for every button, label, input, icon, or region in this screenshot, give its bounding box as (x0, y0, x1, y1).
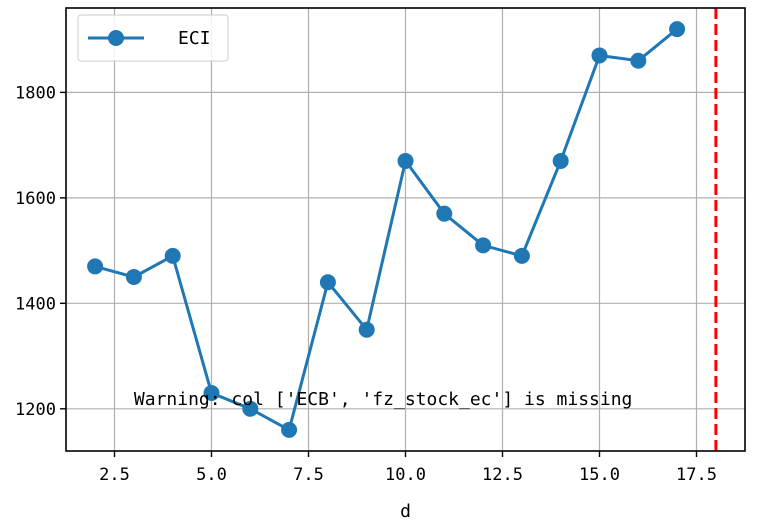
legend-marker-icon (108, 30, 124, 46)
y-tick-label: 1400 (15, 294, 56, 314)
series-line-0 (94, 27, 679, 432)
data-point (436, 205, 453, 222)
y-tick-label: 1800 (15, 83, 56, 103)
x-axis-label: d (400, 501, 411, 520)
tick-labels: 2.5 5.0 7.5 10.0 12.5 15.0 17.5 1200 1400 1600 180… (15, 83, 717, 485)
x-tick-label: 10.0 (385, 465, 426, 485)
x-tick-label: 7.5 (293, 465, 324, 485)
data-point (164, 247, 181, 264)
x-tick-label: 2.5 (99, 465, 130, 485)
legend: ECI (77, 14, 229, 62)
data-point (87, 258, 104, 275)
axes (60, 7, 746, 457)
data-point (203, 384, 220, 401)
data-point (281, 421, 298, 438)
data-point (319, 274, 336, 291)
x-tick-label: 5.0 (196, 465, 227, 485)
data-point (358, 321, 375, 338)
warning-annotation: Warning: col ['ECB', 'fz_stock_ec'] is m… (134, 389, 633, 410)
data-point (630, 52, 647, 69)
data-point (669, 21, 686, 38)
data-point (475, 237, 492, 254)
x-tick-label: 12.5 (482, 465, 523, 485)
data-point (552, 152, 569, 169)
data-point (591, 47, 608, 64)
legend-entry-label: ECI (178, 28, 211, 49)
y-tick-label: 1600 (15, 189, 56, 209)
data-point (513, 247, 530, 264)
y-tick-label: 1200 (15, 400, 56, 420)
series-group (87, 21, 686, 438)
data-point (397, 152, 414, 169)
data-point (242, 400, 259, 417)
grid (66, 8, 745, 451)
x-tick-label: 15.0 (579, 465, 620, 485)
legend-box (77, 14, 229, 62)
x-tick-label: 17.5 (676, 465, 717, 485)
data-point (125, 268, 142, 285)
